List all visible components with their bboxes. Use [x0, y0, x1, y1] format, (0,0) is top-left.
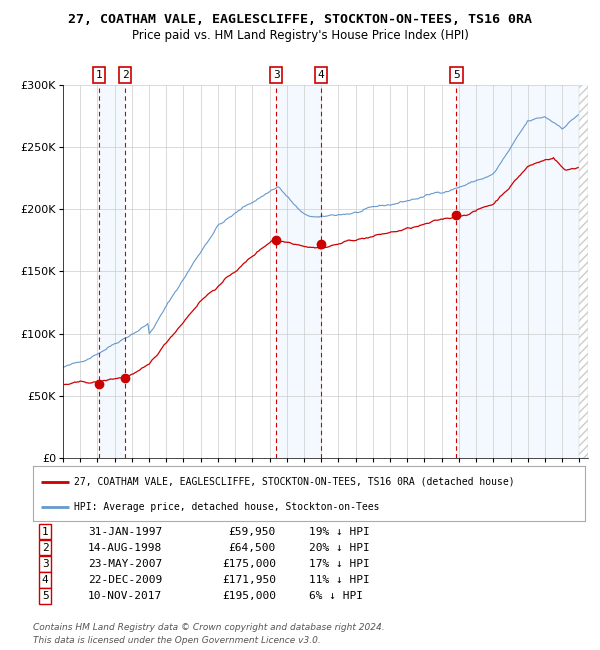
- Text: 3: 3: [42, 559, 49, 569]
- Text: 10-NOV-2017: 10-NOV-2017: [88, 591, 163, 601]
- Text: £195,000: £195,000: [222, 591, 276, 601]
- Text: 5: 5: [453, 70, 460, 80]
- Text: 5: 5: [42, 591, 49, 601]
- Text: 27, COATHAM VALE, EAGLESCLIFFE, STOCKTON-ON-TEES, TS16 0RA: 27, COATHAM VALE, EAGLESCLIFFE, STOCKTON…: [68, 13, 532, 26]
- Bar: [276, 84, 320, 458]
- Text: £64,500: £64,500: [229, 543, 276, 552]
- Text: 22-DEC-2009: 22-DEC-2009: [88, 575, 163, 585]
- Text: 19% ↓ HPI: 19% ↓ HPI: [309, 526, 370, 536]
- Text: Price paid vs. HM Land Registry's House Price Index (HPI): Price paid vs. HM Land Registry's House …: [131, 29, 469, 42]
- Text: Contains HM Land Registry data © Crown copyright and database right 2024.: Contains HM Land Registry data © Crown c…: [33, 623, 385, 632]
- Text: 23-MAY-2007: 23-MAY-2007: [88, 559, 163, 569]
- Text: £175,000: £175,000: [222, 559, 276, 569]
- Text: This data is licensed under the Open Government Licence v3.0.: This data is licensed under the Open Gov…: [33, 636, 321, 645]
- Text: 2: 2: [122, 70, 128, 80]
- Text: 17% ↓ HPI: 17% ↓ HPI: [309, 559, 370, 569]
- Text: 27, COATHAM VALE, EAGLESCLIFFE, STOCKTON-ON-TEES, TS16 0RA (detached house): 27, COATHAM VALE, EAGLESCLIFFE, STOCKTON…: [74, 476, 515, 486]
- Text: HPI: Average price, detached house, Stockton-on-Tees: HPI: Average price, detached house, Stoc…: [74, 502, 380, 512]
- Text: 1: 1: [95, 70, 102, 80]
- Bar: [99, 84, 125, 458]
- Text: 31-JAN-1997: 31-JAN-1997: [88, 526, 163, 536]
- Text: 1: 1: [42, 526, 49, 536]
- Text: 2: 2: [42, 543, 49, 552]
- Text: 6% ↓ HPI: 6% ↓ HPI: [309, 591, 363, 601]
- Text: 4: 4: [317, 70, 324, 80]
- Text: 11% ↓ HPI: 11% ↓ HPI: [309, 575, 370, 585]
- Text: 20% ↓ HPI: 20% ↓ HPI: [309, 543, 370, 552]
- Text: £171,950: £171,950: [222, 575, 276, 585]
- Text: 14-AUG-1998: 14-AUG-1998: [88, 543, 163, 552]
- Text: 3: 3: [273, 70, 280, 80]
- Text: £59,950: £59,950: [229, 526, 276, 536]
- Bar: [457, 84, 588, 458]
- Text: 4: 4: [42, 575, 49, 585]
